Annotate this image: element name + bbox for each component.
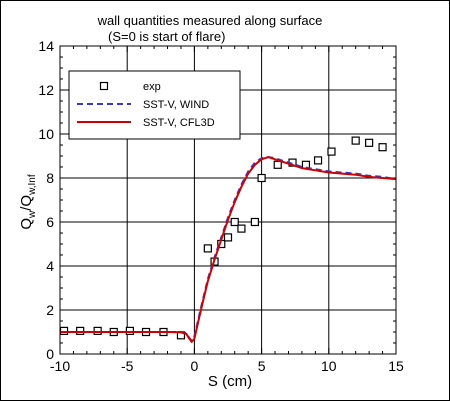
exp-data-point — [250, 217, 259, 227]
exp-data-point — [237, 224, 246, 233]
x-tick-label: 10 — [321, 358, 337, 374]
exp-data-point — [378, 143, 387, 152]
x-tick-label: 0 — [191, 358, 199, 374]
chart-title: wall quantities measured along surface — [97, 13, 323, 28]
exp-data-point — [313, 156, 323, 165]
exp-data-point — [59, 326, 69, 335]
exp-data-point — [93, 326, 102, 335]
y-tick-label: 14 — [38, 38, 54, 54]
exp-data-point — [327, 147, 336, 156]
y-tick-label: 0 — [46, 346, 54, 362]
y-tick-label: 8 — [46, 170, 54, 186]
exp-data-point — [223, 233, 233, 242]
legend: exp SST-V, WIND SST-V, CFL3D — [68, 70, 241, 140]
exp-data-point — [273, 160, 282, 169]
exp-data-point — [365, 138, 374, 147]
y-tick-label: 10 — [38, 126, 54, 142]
plot-border — [59, 45, 397, 355]
y-axis-label: Qw/Qw,Inf — [18, 174, 38, 230]
legend-marker-exp — [99, 81, 109, 91]
x-tick-label: 5 — [258, 358, 266, 374]
x-axis-label: S (cm) — [208, 373, 252, 390]
series-line-sst-v-cfl3d — [60, 156, 397, 343]
legend-label: SST-V, CFL3D — [143, 117, 215, 129]
x-tick-label: 15 — [388, 358, 404, 374]
series-layer — [59, 136, 397, 343]
legend-label: exp — [143, 81, 161, 93]
exp-data-point — [125, 326, 134, 335]
exp-data-point — [76, 326, 85, 335]
legend-label: SST-V, WIND — [143, 99, 209, 111]
tick-labels: -10 -5 0 5 10 15 0 2 4 6 8 10 12 14 — [38, 38, 404, 374]
y-tick-label: 4 — [46, 258, 54, 274]
chart-subtitle: (S=0 is start of flare) — [108, 29, 225, 44]
exp-data-point — [203, 244, 212, 253]
x-tick-label: -10 — [50, 358, 70, 374]
y-tick-label: 12 — [38, 82, 54, 98]
x-tick-label: -5 — [121, 358, 134, 374]
series-line-sst-v-wind — [60, 156, 397, 342]
exp-data-point — [257, 173, 266, 183]
exp-data-point — [351, 136, 360, 145]
y-tick-label: 6 — [46, 214, 54, 230]
exp-data-point — [230, 217, 239, 227]
y-tick-label: 2 — [46, 302, 54, 318]
